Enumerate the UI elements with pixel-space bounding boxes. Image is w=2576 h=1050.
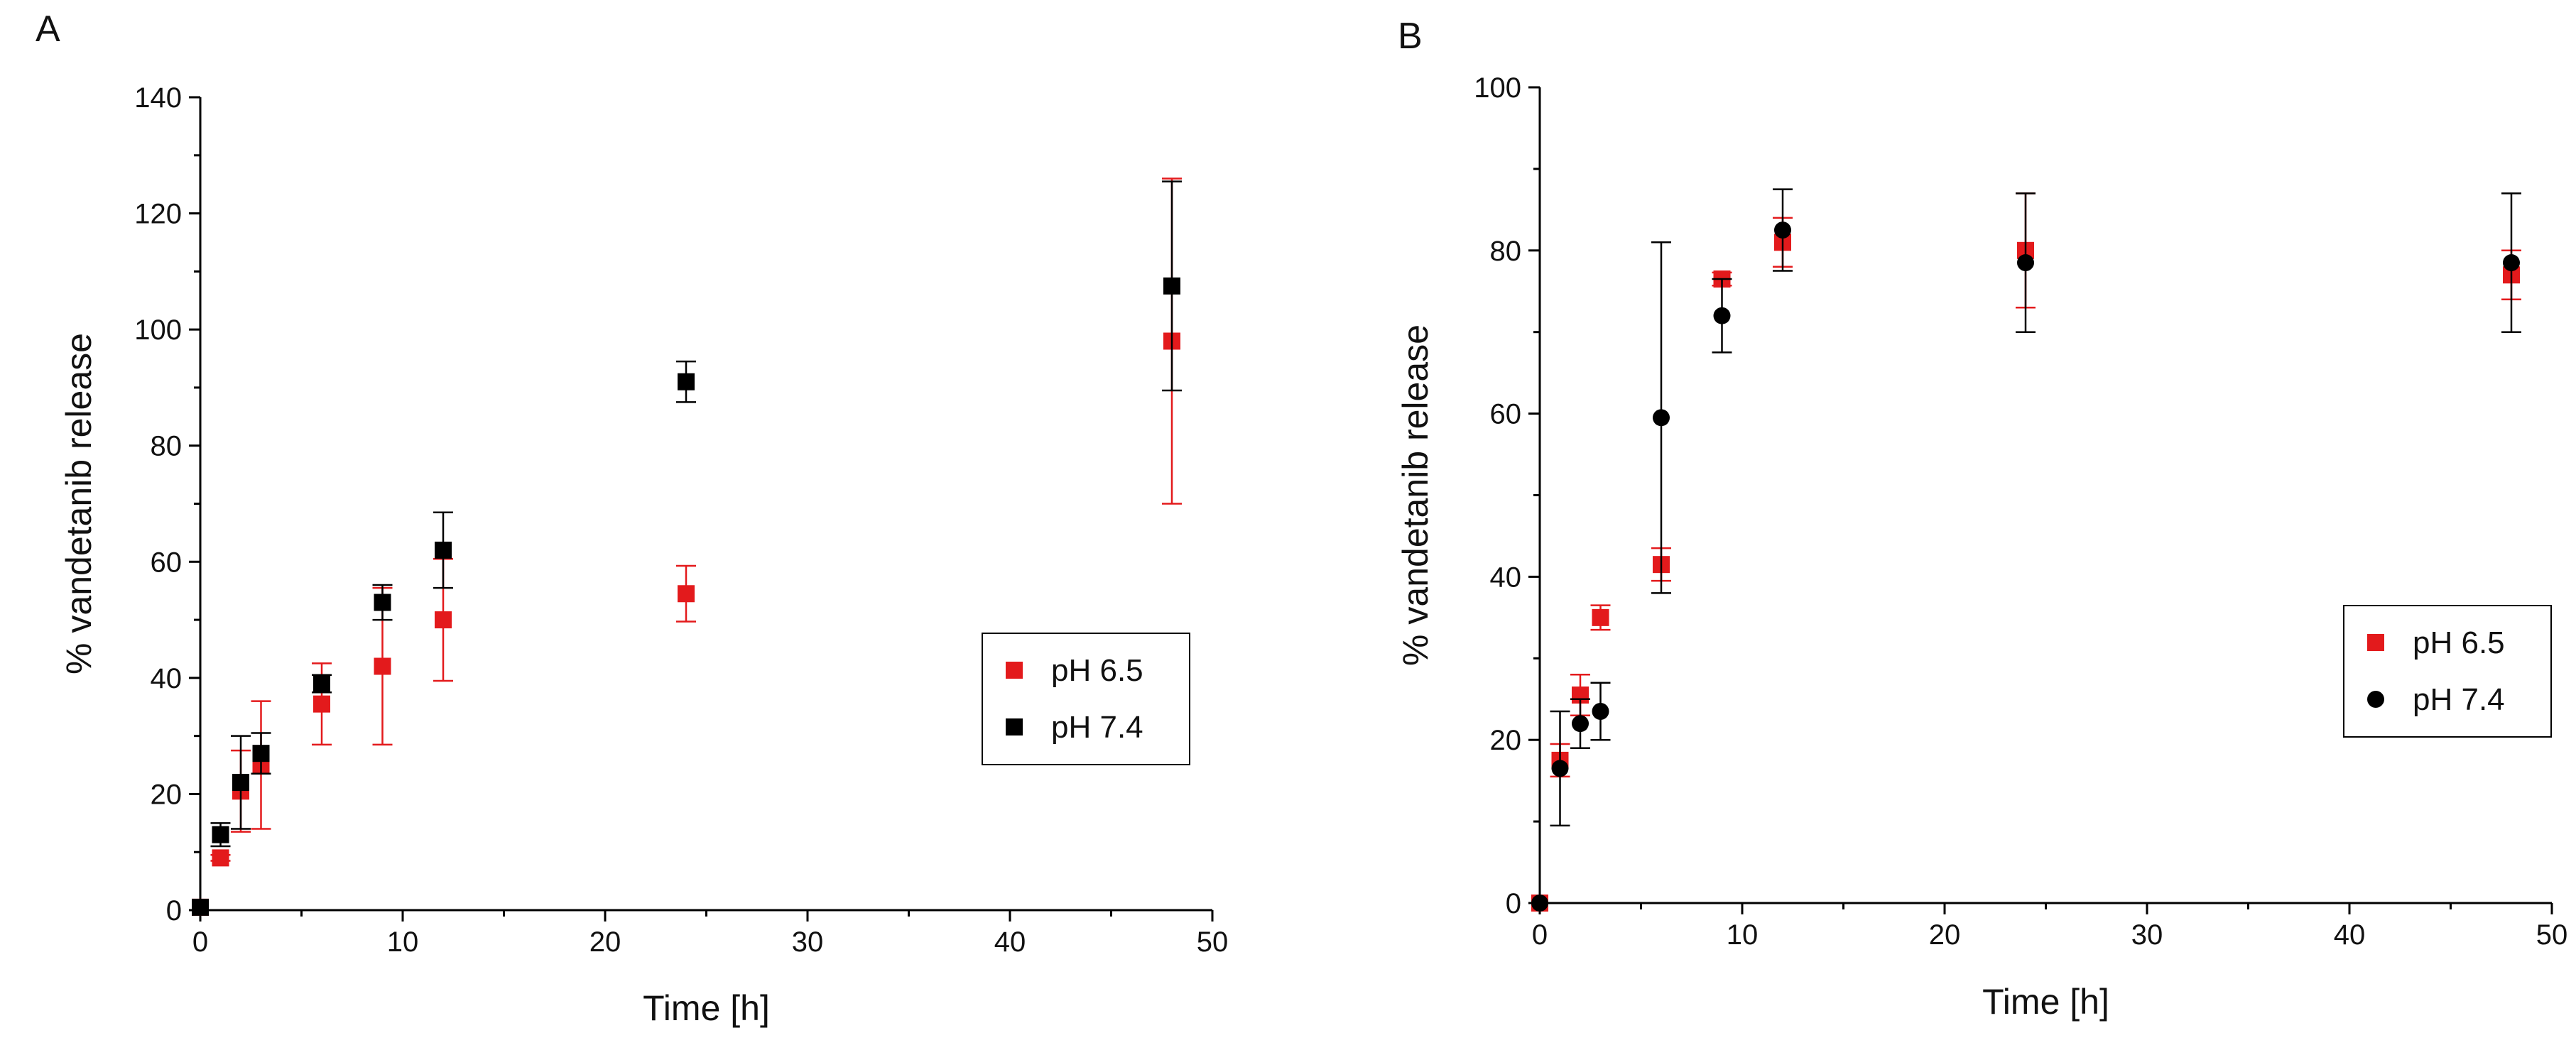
data-point bbox=[1653, 409, 1670, 427]
y-tick-label: 0 bbox=[1506, 888, 1521, 919]
panel-label: A bbox=[36, 9, 60, 50]
panel-label: B bbox=[1398, 16, 1423, 57]
series-ph-7-4 bbox=[1531, 188, 2521, 912]
data-point bbox=[435, 611, 452, 629]
y-tick-label: 0 bbox=[166, 895, 182, 926]
data-point bbox=[1592, 608, 1609, 626]
x-tick-label: 50 bbox=[2536, 919, 2568, 951]
data-point bbox=[2503, 254, 2520, 272]
y-tick-label: 140 bbox=[134, 82, 182, 114]
y-tick-label: 80 bbox=[1490, 236, 1522, 267]
x-tick-label: 20 bbox=[1929, 919, 1961, 951]
legend-marker bbox=[1006, 718, 1023, 735]
data-point bbox=[313, 695, 330, 713]
data-point bbox=[192, 898, 209, 916]
data-point bbox=[1551, 760, 1569, 777]
data-point bbox=[1531, 895, 1548, 912]
chart-panel-a: A 0 10 20 30 40 50 0 20 40 60 80 100 120 140 Time [h] % … bbox=[36, 9, 1228, 1028]
legend-box bbox=[2343, 605, 2552, 738]
x-tick-label: 10 bbox=[1727, 919, 1759, 951]
data-point bbox=[212, 826, 229, 843]
x-tick-label: 40 bbox=[2334, 919, 2366, 951]
x-tick-label: 0 bbox=[1532, 919, 1548, 951]
data-point bbox=[212, 849, 229, 867]
y-tick-label: 80 bbox=[151, 431, 183, 462]
x-axis-title: Time [h] bbox=[643, 988, 770, 1028]
legend-box bbox=[982, 633, 1190, 765]
data-point bbox=[1713, 307, 1731, 324]
legend-label: pH 6.5 bbox=[1051, 653, 1143, 688]
data-point bbox=[1163, 277, 1180, 295]
data-point bbox=[1572, 715, 1589, 733]
y-tick-label: 60 bbox=[151, 547, 183, 578]
data-point bbox=[252, 745, 270, 762]
x-tick-label: 30 bbox=[792, 926, 824, 958]
x-tick-label: 10 bbox=[387, 926, 419, 958]
legend-label: pH 7.4 bbox=[1051, 710, 1143, 745]
data-point bbox=[313, 675, 330, 693]
data-point bbox=[232, 774, 249, 792]
legend-label: pH 7.4 bbox=[2413, 682, 2505, 717]
legend-marker bbox=[1006, 662, 1023, 679]
y-tick-label: 20 bbox=[1490, 725, 1522, 756]
y-tick-label: 100 bbox=[134, 315, 182, 346]
data-point bbox=[1592, 702, 1609, 720]
legend: pH 6.5 pH 7.4 bbox=[982, 633, 1190, 765]
y-tick-label: 120 bbox=[134, 199, 182, 230]
x-tick-label: 0 bbox=[192, 926, 208, 958]
legend: pH 6.5 pH 7.4 bbox=[2343, 605, 2552, 738]
data-point bbox=[1774, 222, 1791, 239]
chart-panel-b: B 0 10 20 30 40 50 0 20 40 60 80 100 Time [h] % vandet… bbox=[1396, 16, 2567, 1022]
data-point bbox=[374, 657, 391, 675]
x-tick-label: 50 bbox=[1197, 926, 1229, 958]
y-axis-title: % vandetanib release bbox=[59, 333, 99, 674]
data-point bbox=[678, 585, 695, 603]
x-tick-label: 40 bbox=[994, 926, 1026, 958]
data-point bbox=[678, 373, 695, 390]
x-tick-label: 30 bbox=[2131, 919, 2163, 951]
legend-marker bbox=[2367, 691, 2384, 708]
y-tick-label: 20 bbox=[151, 779, 183, 810]
x-axis-title: Time [h] bbox=[1982, 982, 2109, 1022]
data-point bbox=[2017, 254, 2034, 272]
y-tick-label: 60 bbox=[1490, 399, 1522, 430]
legend-marker bbox=[2367, 634, 2384, 651]
data-point bbox=[435, 541, 452, 559]
data-point bbox=[374, 594, 391, 611]
y-axis-title: % vandetanib release bbox=[1396, 324, 1435, 666]
y-tick-label: 40 bbox=[151, 663, 183, 694]
legend-label: pH 6.5 bbox=[2413, 625, 2505, 660]
y-tick-label: 40 bbox=[1490, 562, 1522, 593]
series-ph-6-5 bbox=[192, 177, 1182, 916]
series-ph-7-4 bbox=[192, 180, 1182, 916]
y-tick-label: 100 bbox=[1474, 72, 1521, 104]
x-tick-label: 20 bbox=[589, 926, 621, 958]
